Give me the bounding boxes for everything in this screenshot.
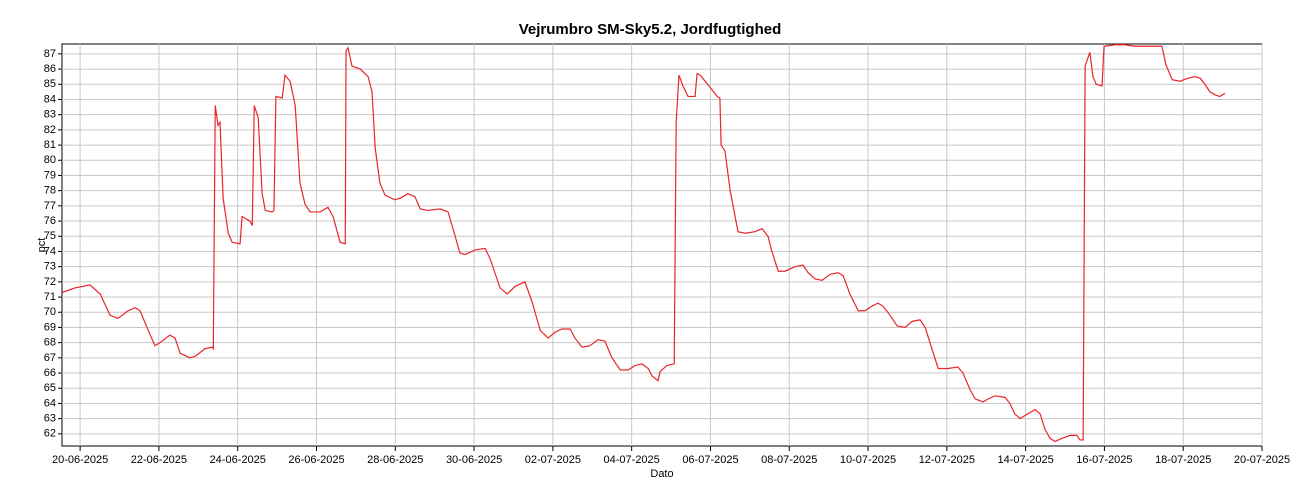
y-tick-label: 81 — [44, 139, 56, 151]
y-tick-label: 65 — [44, 382, 56, 394]
x-tick-label: 28-06-2025 — [367, 454, 423, 466]
y-axis-label: pct — [36, 238, 48, 253]
y-tick-label: 66 — [44, 367, 56, 379]
y-tick-label: 62 — [44, 428, 56, 440]
x-tick-label: 20-06-2025 — [52, 454, 108, 466]
chart-title: Vejrumbro SM-Sky5.2, Jordfugtighed — [519, 21, 782, 38]
x-tick-label: 10-07-2025 — [840, 454, 896, 466]
y-tick-label: 68 — [44, 337, 56, 349]
y-tick-label: 87 — [44, 48, 56, 60]
x-tick-label: 26-06-2025 — [288, 454, 344, 466]
x-tick-label: 20-07-2025 — [1234, 454, 1290, 466]
y-tick-label: 78 — [44, 185, 56, 197]
data-line — [61, 44, 1226, 443]
x-tick-label: 30-06-2025 — [446, 454, 502, 466]
x-tick-label: 24-06-2025 — [210, 454, 266, 466]
y-tick-label: 76 — [44, 215, 56, 227]
x-tick-label: 08-07-2025 — [761, 454, 817, 466]
y-tick-label: 73 — [44, 261, 56, 273]
y-tick-label: 83 — [44, 109, 56, 121]
y-tick-label: 82 — [44, 124, 56, 136]
y-tick-label: 72 — [44, 276, 56, 288]
y-tick-label: 69 — [44, 321, 56, 333]
y-tick-label: 86 — [44, 63, 56, 75]
y-tick-label: 75 — [44, 230, 56, 242]
x-axis-label: Dato — [650, 468, 673, 480]
x-tick-label: 12-07-2025 — [919, 454, 975, 466]
x-tick-label: 16-07-2025 — [1076, 454, 1132, 466]
x-tick-label: 14-07-2025 — [997, 454, 1053, 466]
y-tick-label: 85 — [44, 78, 56, 90]
y-tick-label: 64 — [44, 397, 56, 409]
y-tick-label: 79 — [44, 169, 56, 181]
y-tick-label: 80 — [44, 154, 56, 166]
y-tick-label: 70 — [44, 306, 56, 318]
plot-frame — [61, 43, 1263, 447]
y-tick-label: 67 — [44, 352, 56, 364]
x-tick-label: 02-07-2025 — [525, 454, 581, 466]
y-tick-label: 84 — [44, 93, 56, 105]
x-tick-label: 06-07-2025 — [682, 454, 738, 466]
y-tick-label: 71 — [44, 291, 56, 303]
x-tick-label: 04-07-2025 — [604, 454, 660, 466]
y-tick-label: 63 — [44, 413, 56, 425]
y-tick-label: 77 — [44, 200, 56, 212]
x-tick-label: 22-06-2025 — [131, 454, 187, 466]
x-tick-label: 18-07-2025 — [1155, 454, 1211, 466]
y-tick-label: 74 — [44, 245, 56, 257]
